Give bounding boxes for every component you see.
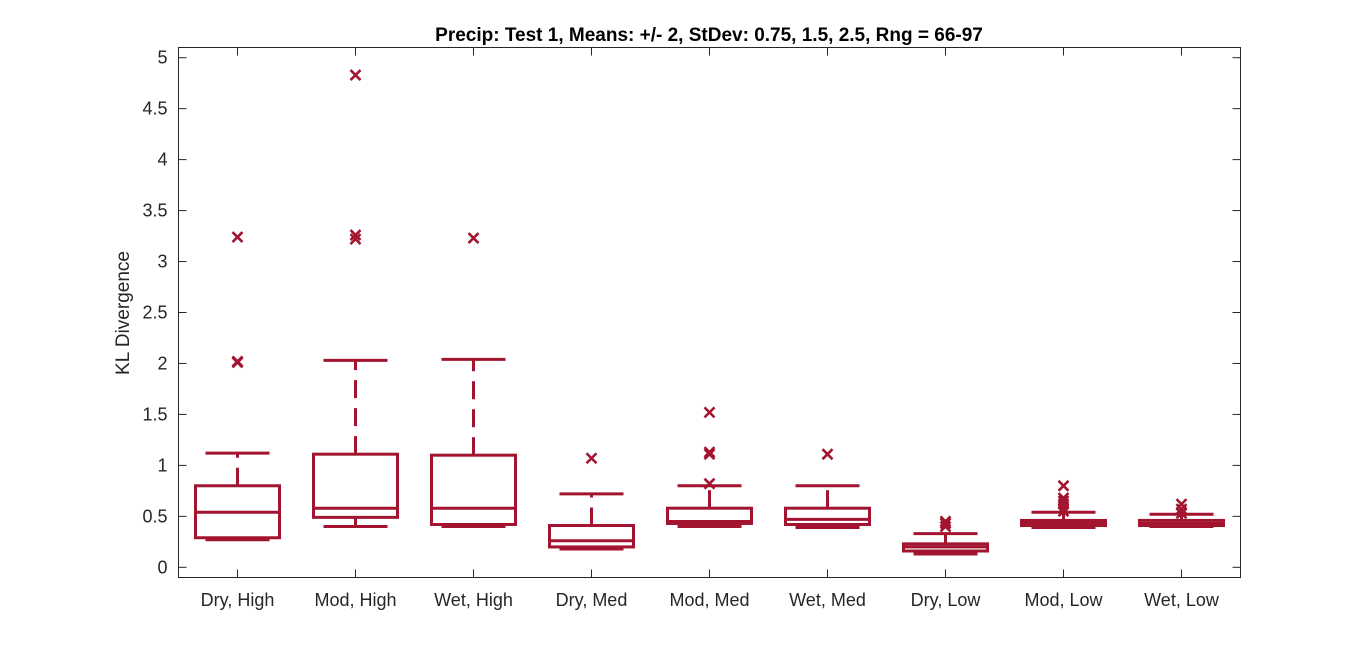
x-tick-label: Dry, High [201, 590, 275, 610]
box-iqr [430, 453, 517, 527]
y-tick-label: 1 [157, 455, 167, 475]
box-series [194, 69, 1225, 556]
y-tick-label: 5 [157, 48, 167, 68]
y-tick-label: 0.5 [142, 506, 167, 526]
outlier-marker [703, 406, 716, 419]
y-tick-label: 2 [157, 353, 167, 373]
outlier-marker [231, 356, 244, 369]
x-tick-label: Mod, High [314, 590, 396, 610]
outlier-marker [231, 231, 244, 243]
x-tick-label: Mod, Med [669, 590, 749, 610]
outlier-marker [1057, 502, 1070, 515]
box-iqr [548, 524, 635, 549]
box-group [784, 448, 871, 530]
box-group [666, 406, 753, 529]
x-tick-label: Wet, Med [789, 590, 866, 610]
outlier-marker [1057, 505, 1070, 518]
x-tick-label: Dry, Low [911, 590, 982, 610]
box-iqr [312, 452, 399, 519]
y-tick-label: 3.5 [142, 201, 167, 221]
box-group [312, 69, 399, 529]
outlier-marker [1175, 503, 1188, 516]
outlier-marker [821, 448, 834, 461]
box-iqr [666, 506, 753, 525]
axis-ticks: 0 0.5 1 1.5 2 2.5 3 3.5 4 4.5 5 Dry, High Mod, High W… [142, 47, 1241, 610]
y-tick-label: 4 [157, 150, 167, 170]
x-tick-label: Dry, Med [556, 590, 628, 610]
outlier-marker [703, 446, 716, 459]
box-group [1138, 498, 1225, 529]
outlier-marker [703, 477, 716, 490]
outlier-marker [1057, 479, 1070, 492]
outlier-marker [349, 69, 362, 81]
box-group [194, 231, 281, 542]
y-tick-label: 0 [157, 557, 167, 577]
box-group [902, 515, 989, 556]
box-iqr [784, 506, 871, 527]
outlier-marker [939, 517, 952, 530]
box-group [1020, 479, 1107, 530]
y-tick-label: 1.5 [142, 404, 167, 424]
outlier-marker [585, 452, 598, 465]
y-axis-label: KL Divergence [113, 251, 134, 375]
outlier-marker [349, 233, 362, 246]
outlier-marker [703, 448, 716, 461]
x-tick-label: Mod, Low [1024, 590, 1103, 610]
x-tick-label: Wet, High [434, 590, 513, 610]
y-tick-label: 4.5 [142, 99, 167, 119]
outlier-marker [1175, 507, 1188, 520]
box-group [430, 232, 517, 529]
outlier-marker [939, 520, 952, 533]
x-tick-label: Wet, Low [1144, 590, 1220, 610]
y-tick-label: 2.5 [142, 303, 167, 323]
outlier-marker [467, 232, 480, 245]
outlier-marker [349, 229, 362, 241]
y-tick-label: 3 [157, 252, 167, 272]
box-group [548, 452, 635, 551]
chart-title: Precip: Test 1, Means: +/- 2, StDev: 0.7… [435, 25, 983, 46]
